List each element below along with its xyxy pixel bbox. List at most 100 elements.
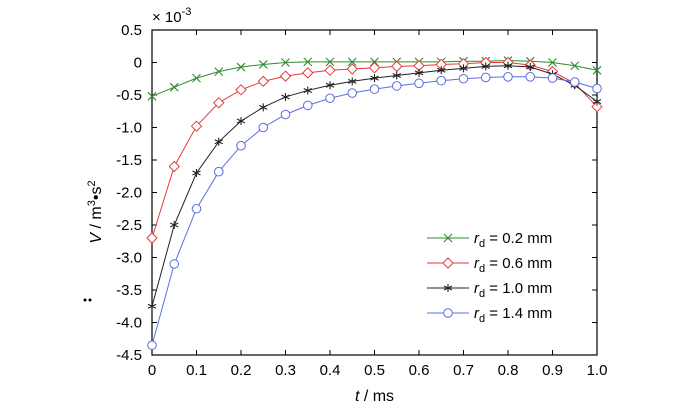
series-3 [147,61,602,311]
data-point [214,137,223,146]
data-point [347,88,358,98]
data-point [192,73,201,83]
y-tick-label: -3.0 [116,250,142,267]
data-point [443,233,453,243]
x-tick-label: 0.1 [186,362,207,379]
data-point [592,65,602,75]
data-point [325,93,335,104]
data-point [368,61,381,74]
data-point [258,60,268,69]
data-point [569,77,580,87]
y-tick-label: -2.5 [116,217,142,234]
legend-marker-3 [443,284,453,292]
data-point [414,78,424,89]
data-point [525,72,536,82]
legend-item-2: rd = 0.6 mm [427,255,552,275]
x-tick-label: 0.7 [453,362,474,379]
data-point [147,91,157,101]
data-point [370,74,379,83]
x-tick-label: 0 [148,362,156,379]
y-tick-label: -1.0 [116,120,142,137]
data-point [170,221,179,229]
axis-ticks: 0 0.1 0.2 0.3 0.4 0.5 0.6 0.7 0.8 0.9 1.0 0.5 0 -0.5 -… [116,22,607,379]
legend-marker-2 [442,257,454,269]
data-point [436,75,447,86]
legend-label-1: rd = 0.2 mm [474,230,552,250]
data-point [348,77,357,86]
data-point [370,57,379,67]
y-tick-label: 0.5 [121,22,142,39]
x-tick-label: 0.8 [498,362,519,379]
y-tick-label: -2.0 [116,185,142,202]
data-point [347,57,357,67]
data-point [592,83,602,94]
x-tick-label: 0.9 [542,362,563,379]
x-tick-label: 1.0 [587,362,608,379]
y-tick-label: -1.5 [116,152,142,169]
y-tick-label: -4.0 [116,315,142,332]
x-axis-label: t / ms [355,388,394,405]
data-point [303,57,313,67]
data-point [302,100,313,111]
data-point [303,86,312,95]
x-tick-label: 0.6 [409,362,430,379]
legend-marker-4 [443,308,453,318]
data-point [214,67,224,76]
data-point [346,63,358,75]
data-point [236,117,246,125]
legend: rd = 0.2 mm rd = 0.6 mm rd = 1.0 mm rd =… [427,230,552,325]
data-point [503,72,513,82]
x-tick-label: 0.5 [364,362,385,379]
data-point [280,109,291,120]
data-point [324,64,336,77]
y-tick-label: -0.5 [116,87,142,104]
data-point [169,259,180,269]
data-point [480,72,491,83]
data-point [443,308,453,318]
data-point [258,122,269,133]
data-point [391,81,402,91]
data-point [259,103,268,112]
y-label-dot-accent [83,298,92,302]
data-point [547,73,558,83]
y-axis-label: V / m3•s2 [86,180,105,243]
series-4 [147,72,602,351]
data-point [279,70,292,82]
data-point [213,166,224,177]
data-point [526,63,535,72]
data-point [570,61,580,71]
exponent-power: -3 [182,6,192,18]
data-point [147,302,157,311]
svg-text:V / m3•s2: V / m3•s2 [86,180,105,243]
series-layer [146,56,603,351]
data-point [391,60,403,73]
data-point [168,160,180,173]
data-point [459,64,468,73]
x-tick-label: 0.2 [231,362,252,379]
data-point [592,97,602,106]
y-tick-label: -4.5 [116,347,142,364]
y-tick-label: 0 [134,55,142,72]
legend-label-4: rd = 1.4 mm [474,305,552,325]
legend-label-3: rd = 1.0 mm [474,280,552,300]
data-point [325,57,335,67]
data-point [548,58,557,67]
x-tick-label: 0.4 [320,362,341,379]
data-point [437,66,446,75]
data-point [503,61,513,70]
y-tick-label: -3.5 [116,282,142,299]
legend-marker-1 [443,233,453,243]
data-point [236,140,246,151]
data-point [257,75,269,88]
data-point [442,257,454,269]
data-point [190,120,203,132]
data-point [169,82,179,92]
data-point [369,84,380,94]
series-2 [146,56,603,244]
data-point [236,62,246,72]
legend-item-1: rd = 0.2 mm [427,230,552,250]
data-point [235,84,247,96]
legend-item-3: rd = 1.0 mm [427,280,552,300]
